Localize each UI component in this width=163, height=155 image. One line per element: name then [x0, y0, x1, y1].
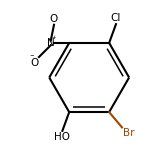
- Text: HO: HO: [54, 132, 70, 142]
- Text: $^-$: $^-$: [28, 52, 36, 61]
- Text: Cl: Cl: [111, 13, 121, 23]
- Text: N: N: [47, 38, 55, 48]
- Text: $^+$: $^+$: [50, 34, 57, 43]
- Text: O: O: [50, 14, 58, 24]
- Text: O: O: [30, 58, 38, 68]
- Text: Br: Br: [123, 128, 134, 138]
